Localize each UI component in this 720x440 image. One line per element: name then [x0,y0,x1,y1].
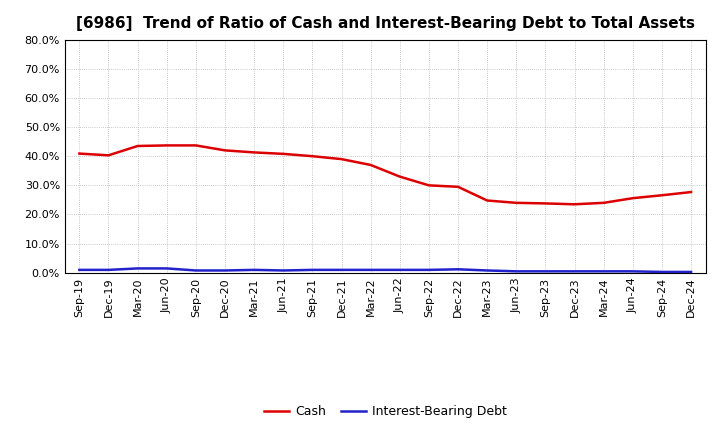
Interest-Bearing Debt [104,267,113,272]
Cash [279,151,287,157]
Interest-Bearing Debt [250,267,258,272]
Cash [395,174,404,179]
Cash [366,162,375,168]
Cash [75,151,84,156]
Cash [163,143,171,148]
Cash [104,153,113,158]
Cash [599,200,608,205]
Interest-Bearing Debt [425,267,433,272]
Cash [657,193,666,198]
Interest-Bearing Debt [395,267,404,272]
Cash [337,157,346,162]
Cash [454,184,462,190]
Title: [6986]  Trend of Ratio of Cash and Interest-Bearing Debt to Total Assets: [6986] Trend of Ratio of Cash and Intere… [76,16,695,32]
Interest-Bearing Debt [366,267,375,272]
Interest-Bearing Debt [657,269,666,275]
Interest-Bearing Debt [192,268,200,273]
Interest-Bearing Debt [279,268,287,273]
Interest-Bearing Debt [687,269,696,275]
Cash [133,143,142,149]
Cash [250,150,258,155]
Cash [425,183,433,188]
Line: Interest-Bearing Debt: Interest-Bearing Debt [79,268,691,272]
Line: Cash: Cash [79,145,691,204]
Interest-Bearing Debt [220,268,229,273]
Interest-Bearing Debt [541,269,550,274]
Legend: Cash, Interest-Bearing Debt: Cash, Interest-Bearing Debt [258,400,512,423]
Interest-Bearing Debt [337,267,346,272]
Interest-Bearing Debt [308,267,317,272]
Interest-Bearing Debt [570,269,579,274]
Interest-Bearing Debt [483,268,492,273]
Cash [220,148,229,153]
Cash [483,198,492,203]
Cash [629,195,637,201]
Interest-Bearing Debt [599,269,608,274]
Cash [570,202,579,207]
Cash [541,201,550,206]
Cash [308,154,317,159]
Cash [687,189,696,194]
Interest-Bearing Debt [454,267,462,272]
Interest-Bearing Debt [75,267,84,272]
Cash [512,200,521,205]
Interest-Bearing Debt [163,266,171,271]
Interest-Bearing Debt [133,266,142,271]
Cash [192,143,200,148]
Interest-Bearing Debt [629,269,637,274]
Interest-Bearing Debt [512,269,521,274]
